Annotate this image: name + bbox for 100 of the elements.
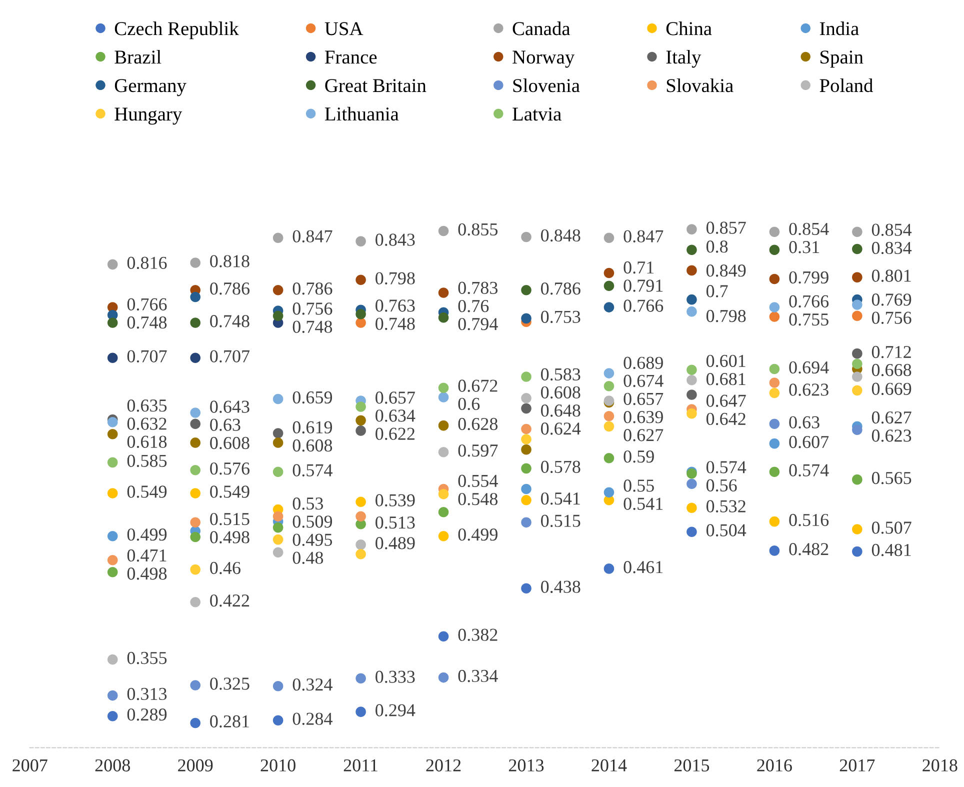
data-label: 0.847	[624, 230, 664, 242]
data-label: 0.798	[376, 272, 415, 284]
point	[604, 232, 614, 244]
point	[190, 718, 200, 728]
point	[107, 352, 118, 364]
point	[686, 294, 697, 305]
data-label: 0.63	[210, 418, 240, 431]
point	[190, 438, 200, 448]
x-tick-label: 2011	[344, 759, 378, 772]
point	[521, 583, 532, 594]
point	[604, 487, 614, 498]
point	[107, 690, 118, 701]
point	[356, 426, 366, 436]
x-tick-label: 2018	[922, 759, 958, 772]
point	[272, 511, 284, 522]
x-tick-label: 2007	[12, 759, 48, 772]
data-label: 0.334	[458, 670, 498, 682]
point	[686, 244, 697, 256]
point	[604, 302, 614, 312]
data-label: 0.634	[376, 410, 416, 422]
point	[107, 530, 118, 542]
point	[769, 226, 780, 238]
data-label: 0.422	[210, 594, 250, 607]
point	[438, 488, 449, 500]
data-label: 0.618	[127, 436, 167, 448]
data-label: 0.694	[789, 361, 829, 374]
point	[272, 232, 284, 244]
point	[272, 547, 284, 558]
data-label: 0.748	[376, 318, 415, 330]
data-label: 0.854	[872, 224, 912, 236]
point	[852, 474, 862, 485]
point	[686, 502, 697, 513]
point	[769, 388, 780, 398]
data-label: 0.756	[292, 302, 332, 315]
data-label: 0.541	[624, 498, 663, 510]
data-label: 0.818	[210, 255, 250, 268]
legend-label: Czech Republik	[114, 22, 239, 40]
point	[604, 564, 614, 574]
data-label: 0.766	[127, 298, 167, 311]
data-label: 0.53	[292, 497, 324, 510]
legend-label: Great Britain	[325, 79, 426, 92]
point	[769, 466, 780, 477]
point	[356, 540, 366, 550]
data-label: 0.627	[624, 429, 664, 442]
point	[852, 372, 862, 382]
data-label: 0.549	[210, 486, 250, 498]
data-label: 0.513	[376, 516, 415, 529]
point	[190, 418, 200, 430]
data-label: 0.499	[458, 528, 498, 541]
point	[356, 274, 366, 286]
data-label: 0.324	[292, 678, 332, 691]
data-label: 0.635	[127, 399, 167, 412]
point	[190, 318, 200, 328]
data-label: 0.438	[541, 580, 580, 594]
data-label: 0.515	[210, 512, 250, 526]
point	[852, 546, 862, 557]
data-label: 0.574	[706, 461, 746, 474]
data-label: 0.509	[292, 516, 332, 528]
point	[107, 488, 118, 498]
legend-label: Spain	[820, 50, 864, 68]
point	[272, 680, 284, 692]
data-label: 0.565	[872, 472, 912, 484]
annotation: 0.498	[127, 568, 167, 580]
point	[852, 358, 862, 370]
point	[521, 494, 532, 506]
data-label: 0.554	[458, 474, 498, 488]
data-label: 0.574	[789, 464, 829, 476]
point	[272, 310, 284, 322]
data-label: 0.672	[458, 380, 498, 392]
annotation: 0.798	[706, 310, 746, 322]
data-label: 0.689	[624, 356, 663, 370]
data-label: 0.766	[624, 300, 664, 312]
data-label: 0.608	[292, 439, 332, 452]
point	[356, 511, 366, 522]
point	[272, 466, 284, 477]
point	[356, 236, 366, 246]
data-label: 0.481	[872, 544, 911, 556]
data-label: 0.783	[458, 282, 498, 294]
data-label: 0.848	[541, 229, 580, 242]
data-label: 0.643	[210, 400, 250, 413]
point	[356, 706, 366, 717]
data-label: 0.578	[541, 460, 580, 474]
point	[190, 292, 200, 302]
data-label: 0.623	[872, 430, 912, 442]
data-label: 0.333	[376, 670, 415, 683]
legend-label: Italy	[666, 50, 702, 68]
data-label: 0.63	[789, 416, 820, 428]
point	[272, 428, 284, 438]
data-label: 0.748	[210, 315, 250, 328]
point	[438, 530, 449, 542]
data-label: 0.498	[210, 531, 250, 544]
data-label: 0.799	[789, 271, 828, 284]
point	[852, 424, 862, 436]
point	[686, 364, 697, 376]
point	[769, 244, 780, 256]
point	[604, 280, 614, 292]
data-label: 0.382	[458, 628, 498, 642]
legend-label: Germany	[114, 79, 186, 96]
data-label: 0.857	[706, 222, 746, 234]
point	[272, 394, 284, 404]
